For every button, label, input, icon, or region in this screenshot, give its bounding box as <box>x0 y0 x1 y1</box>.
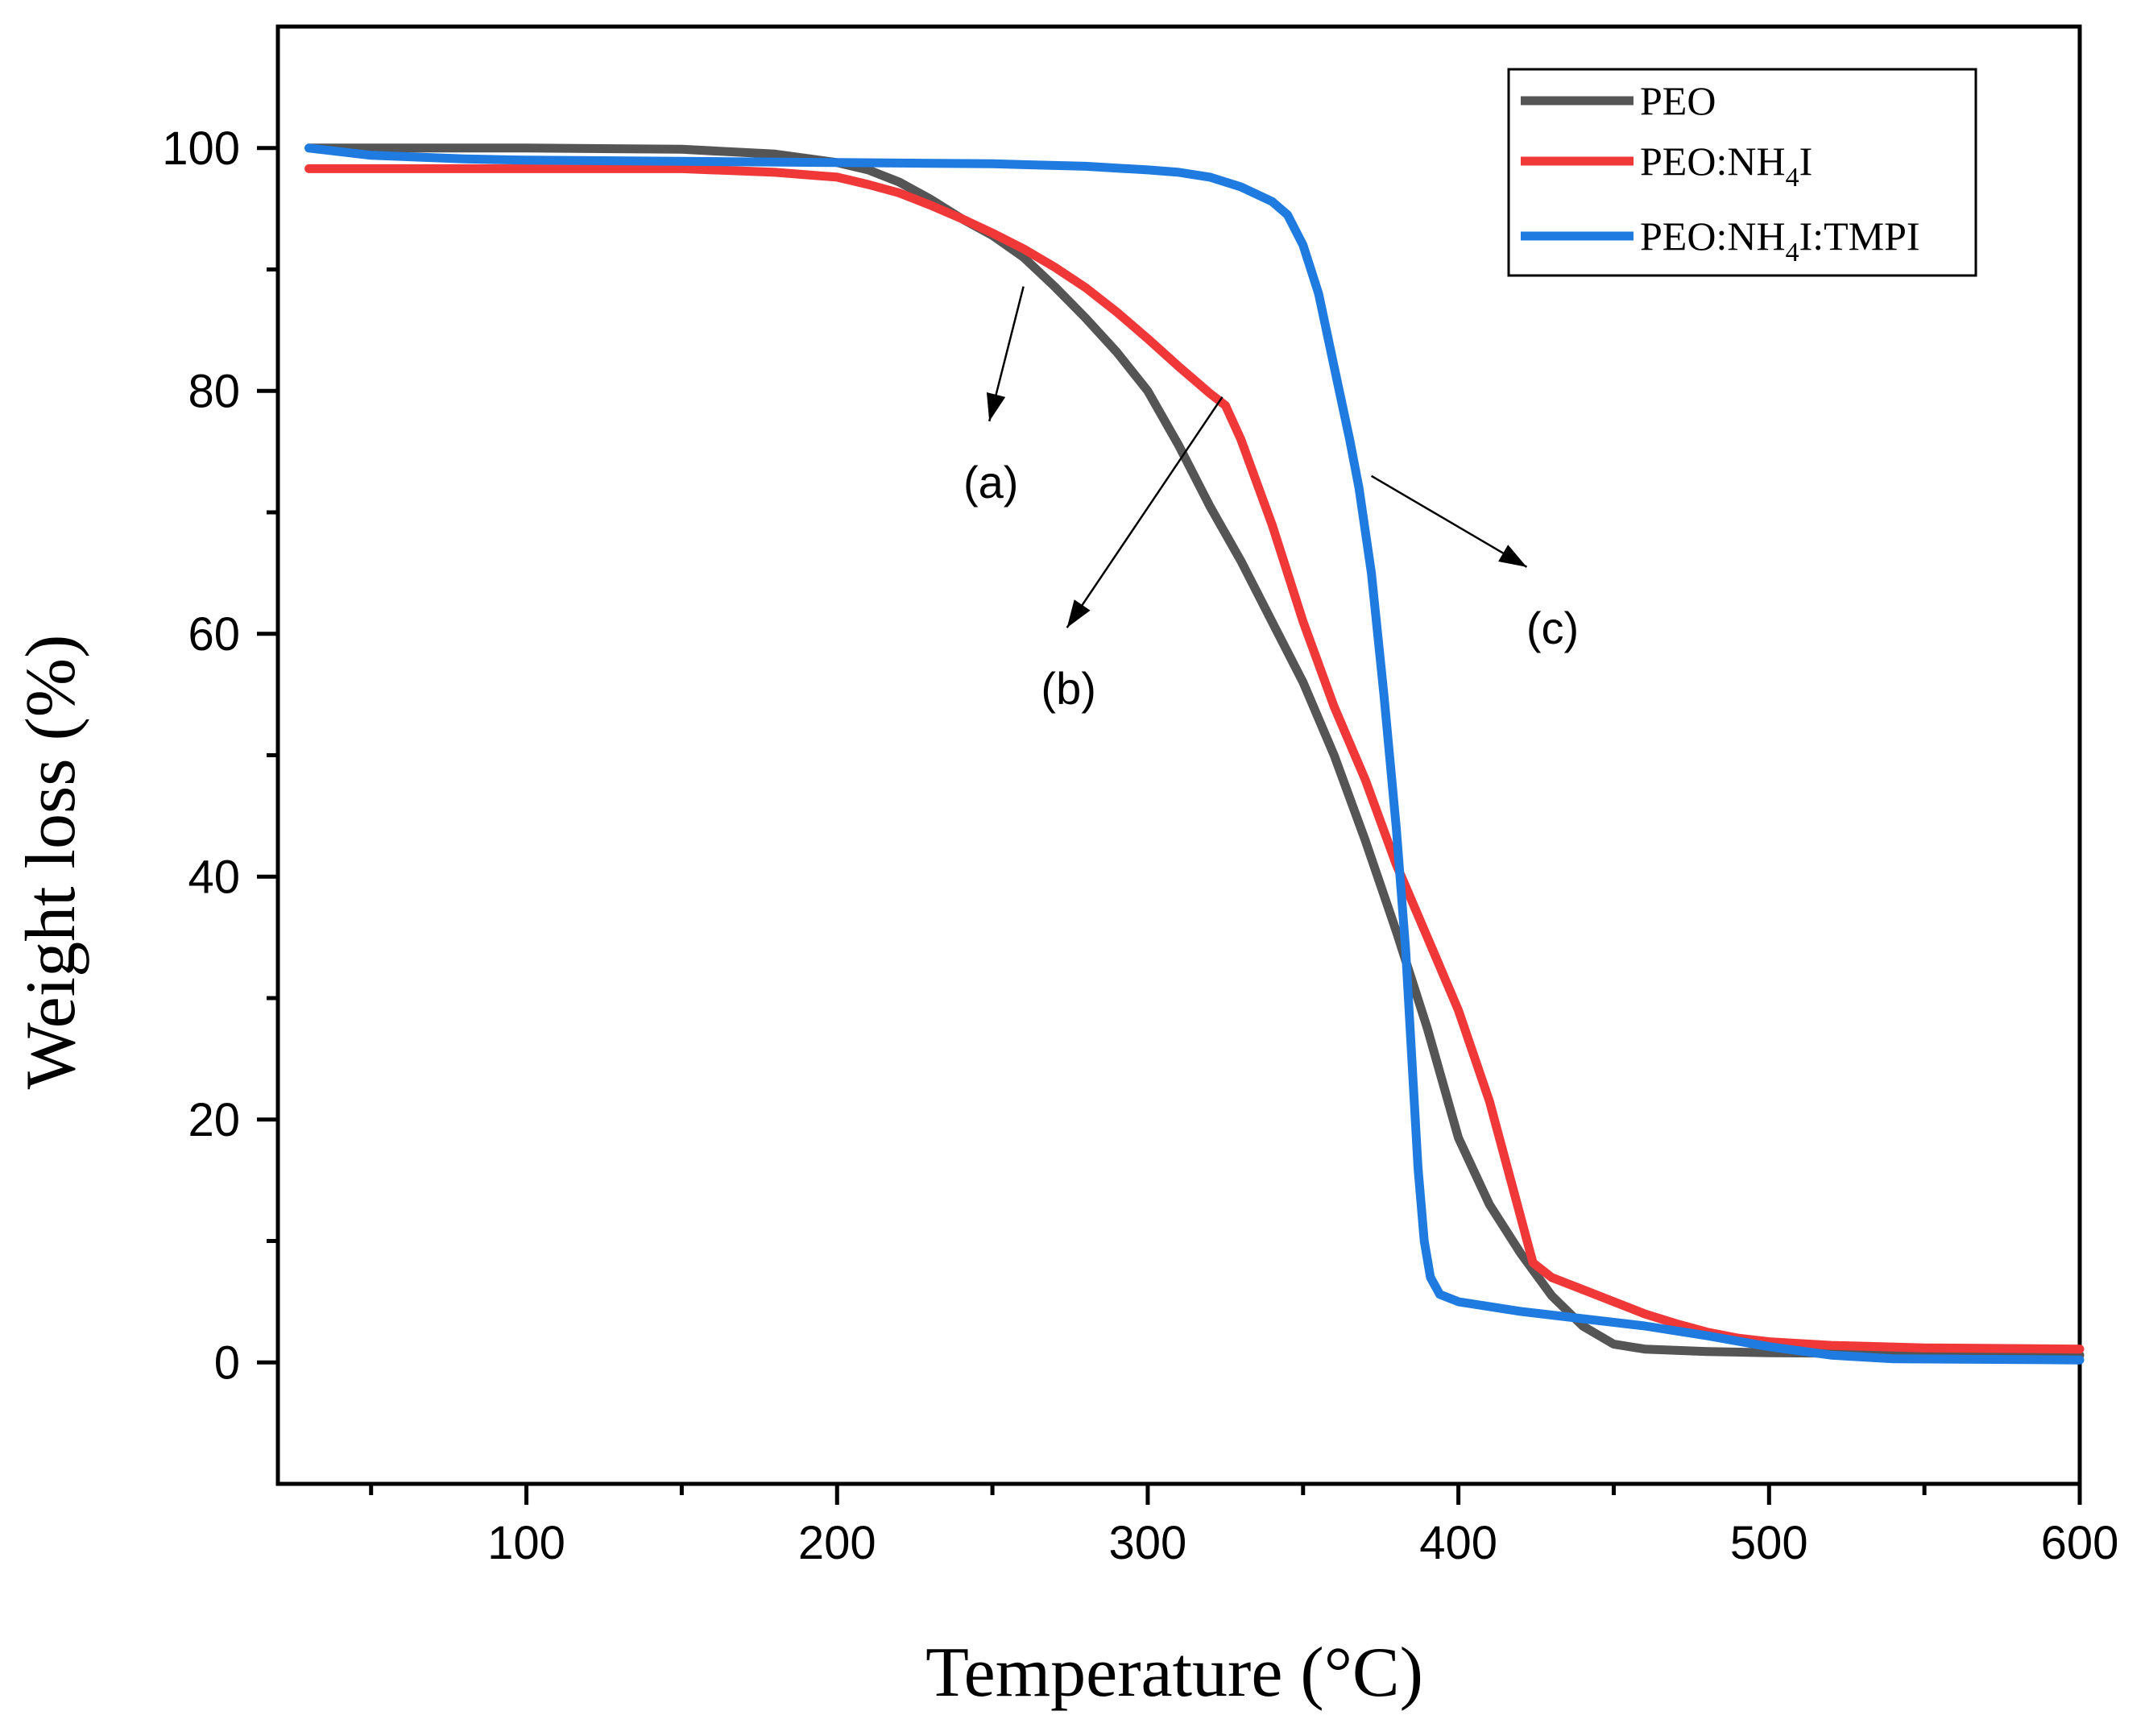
x-tick-label: 500 <box>1730 1517 1808 1569</box>
y-tick-label: 100 <box>162 122 240 175</box>
legend-label-rest: I <box>1799 139 1813 184</box>
annotation-label: (b) <box>1041 663 1095 714</box>
annotation-arrowhead <box>986 392 1006 421</box>
x-tick-label: 300 <box>1109 1517 1187 1569</box>
x-tick-label: 200 <box>798 1517 876 1569</box>
legend-label-1: PEO <box>1640 78 1716 123</box>
legend-label-subscript: 4 <box>1786 238 1799 267</box>
series-line-2 <box>304 164 2085 1354</box>
y-tick-label: 60 <box>188 608 240 661</box>
legend-label-subscript: 4 <box>1786 163 1799 193</box>
x-tick-label: 100 <box>487 1517 565 1569</box>
annotation-arrowhead <box>1066 599 1091 628</box>
y-tick-label: 0 <box>214 1336 240 1389</box>
legend-label-2: PEO:NH4I <box>1640 139 1812 193</box>
annotation-label: (c) <box>1526 603 1579 653</box>
legend-label-rest: I:TMPI <box>1799 213 1920 259</box>
ticks-group: 100 200 300 400 500 600 0 20 40 60 80 100 <box>162 122 2118 1569</box>
y-axis-title: Weight loss (%) <box>12 635 90 1090</box>
y-tick-label: 80 <box>188 365 240 417</box>
series-group <box>304 143 2085 1365</box>
y-axis-title-group: Weight loss (%) <box>12 635 90 1090</box>
legend-label-main: PEO:NH <box>1640 213 1786 259</box>
annotation-arrow <box>1066 396 1224 628</box>
annotation-arrow <box>1370 474 1528 568</box>
annotation-label: (a) <box>963 457 1018 508</box>
series-line-3 <box>304 143 2085 1365</box>
legend-label-main: PEO:NH <box>1640 139 1786 184</box>
legend-label-main: PEO <box>1640 78 1716 123</box>
series-line-1 <box>304 143 2085 1360</box>
annotations-group: (a) (b) (c) <box>963 286 1579 714</box>
x-tick-label: 600 <box>2041 1517 2119 1569</box>
legend-label-3: PEO:NH4I:TMPI <box>1640 213 1920 267</box>
x-tick-label: 400 <box>1419 1517 1497 1569</box>
annotation-arrowhead <box>1498 545 1527 567</box>
x-axis-title: Temperature (°C) <box>925 1634 1423 1712</box>
y-tick-label: 40 <box>188 851 240 903</box>
y-tick-label: 20 <box>188 1094 240 1146</box>
